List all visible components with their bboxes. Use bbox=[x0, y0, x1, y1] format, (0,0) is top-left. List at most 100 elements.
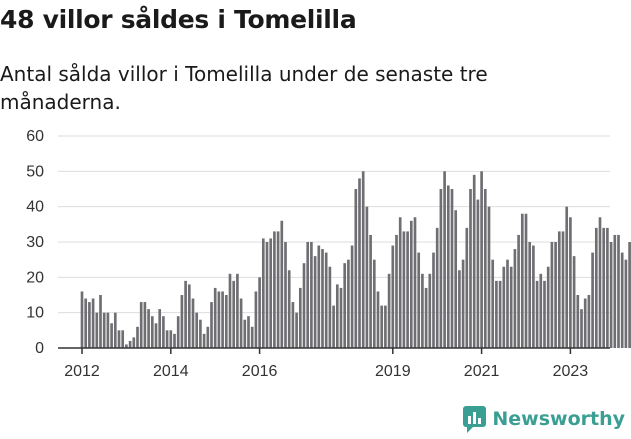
bar bbox=[480, 171, 483, 348]
y-tick-label: 30 bbox=[26, 234, 44, 251]
bar bbox=[88, 302, 91, 348]
bar bbox=[583, 298, 587, 348]
bar bbox=[487, 206, 491, 348]
bar bbox=[528, 242, 532, 348]
bar bbox=[324, 252, 328, 348]
bar bbox=[361, 171, 365, 348]
bars bbox=[80, 171, 631, 348]
bar bbox=[224, 295, 228, 348]
bar bbox=[99, 295, 102, 348]
bar bbox=[354, 189, 358, 348]
bar bbox=[91, 298, 95, 348]
page-subtitle: Antal sålda villor i Tomelilla under de … bbox=[0, 62, 488, 114]
axes bbox=[58, 347, 610, 354]
bar bbox=[372, 259, 376, 348]
bar bbox=[102, 312, 106, 348]
bar bbox=[128, 340, 132, 348]
bar bbox=[269, 238, 273, 348]
bar bbox=[239, 298, 243, 348]
bar bbox=[594, 227, 598, 348]
bar bbox=[258, 277, 261, 348]
bar bbox=[247, 316, 250, 348]
bar bbox=[495, 280, 498, 348]
bar bbox=[365, 206, 369, 348]
bar bbox=[313, 256, 317, 348]
bar bbox=[339, 287, 343, 348]
x-tick-label: 2014 bbox=[153, 363, 189, 380]
bar bbox=[443, 171, 446, 348]
bar bbox=[136, 326, 139, 348]
bar bbox=[395, 234, 398, 348]
bar bbox=[406, 231, 409, 348]
bar bbox=[276, 231, 280, 348]
bar bbox=[587, 295, 591, 348]
bar bbox=[391, 245, 395, 348]
bar bbox=[165, 330, 169, 348]
bar bbox=[347, 259, 350, 348]
x-tick-label: 2016 bbox=[242, 363, 278, 380]
bar bbox=[343, 263, 347, 348]
bar bbox=[513, 249, 517, 348]
bar bbox=[535, 280, 539, 348]
bar bbox=[95, 312, 99, 348]
bar bbox=[617, 234, 620, 348]
bar bbox=[606, 227, 609, 348]
page-title: 48 villor såldes i Tomelilla bbox=[0, 5, 357, 34]
bar bbox=[498, 280, 502, 348]
bar bbox=[524, 213, 528, 348]
y-tick-label: 20 bbox=[26, 269, 44, 286]
bar bbox=[243, 319, 247, 348]
bar bbox=[321, 249, 324, 348]
bar bbox=[446, 185, 450, 348]
bar bbox=[428, 273, 432, 348]
bar bbox=[284, 242, 287, 348]
bar bbox=[550, 242, 554, 348]
bar bbox=[232, 280, 236, 348]
bar bbox=[335, 284, 339, 348]
bar bbox=[236, 273, 239, 348]
bar bbox=[517, 234, 520, 348]
bar bbox=[628, 242, 631, 348]
bar bbox=[543, 280, 546, 348]
bar bbox=[317, 245, 321, 348]
bar bbox=[199, 319, 202, 348]
bar bbox=[132, 337, 136, 348]
bar bbox=[139, 302, 143, 348]
bar bbox=[554, 242, 557, 348]
bar bbox=[295, 312, 298, 348]
y-tick-label: 50 bbox=[26, 163, 44, 180]
bar bbox=[147, 309, 150, 348]
brand-name: Newsworthy bbox=[492, 408, 625, 430]
bar bbox=[620, 252, 624, 348]
y-tick-label: 40 bbox=[26, 199, 44, 216]
bar bbox=[191, 298, 195, 348]
bar bbox=[110, 323, 113, 348]
bar bbox=[454, 210, 458, 348]
bar bbox=[162, 316, 165, 348]
bar bbox=[472, 174, 476, 348]
bar bbox=[591, 252, 594, 348]
bar bbox=[358, 178, 361, 348]
bar bbox=[184, 280, 187, 348]
bar bbox=[210, 302, 213, 348]
bar bbox=[154, 323, 158, 348]
bar bbox=[613, 234, 617, 348]
bar bbox=[180, 295, 184, 348]
bar bbox=[287, 270, 291, 348]
y-tick-label: 60 bbox=[26, 128, 44, 145]
bar bbox=[417, 252, 421, 348]
bar bbox=[265, 242, 269, 348]
newsworthy-logo: Newsworthy bbox=[463, 401, 625, 437]
x-tick-label: 2023 bbox=[553, 363, 589, 380]
x-tick-label: 2019 bbox=[375, 363, 411, 380]
bar bbox=[387, 273, 391, 348]
bar bbox=[221, 291, 224, 348]
bar bbox=[80, 291, 84, 348]
bar bbox=[576, 295, 580, 348]
bar bbox=[435, 227, 439, 348]
bar bbox=[113, 312, 117, 348]
bar bbox=[202, 333, 206, 348]
bar bbox=[187, 284, 191, 348]
bar bbox=[624, 259, 628, 348]
bar bbox=[302, 263, 306, 348]
